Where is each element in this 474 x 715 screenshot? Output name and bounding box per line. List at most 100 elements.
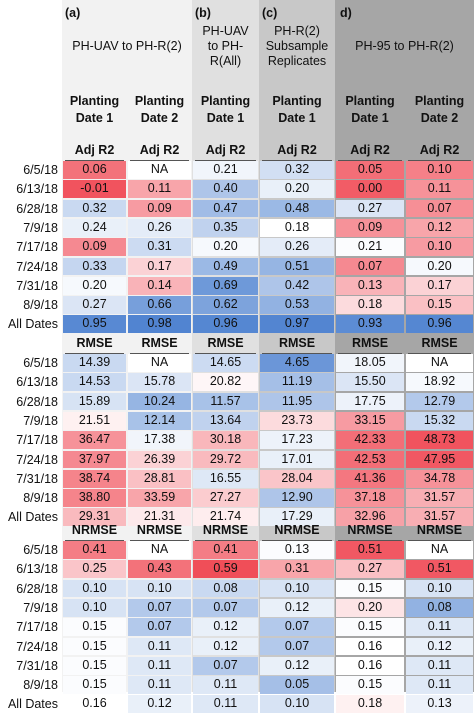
heatmap-cell: 0.51	[336, 541, 404, 559]
row-label: 6/13/18	[16, 182, 58, 197]
heatmap-cell: 0.40	[193, 180, 258, 199]
heatmap-cell: 38.80	[63, 489, 126, 507]
row-label: 6/13/18	[16, 562, 58, 577]
metric-header-underline	[408, 540, 471, 541]
heatmap-cell: NA	[128, 541, 191, 559]
metric-header: RMSE	[278, 336, 316, 350]
metric-header: RMSE	[421, 336, 458, 350]
column-header-5: Planting Date 1	[335, 93, 405, 127]
heatmap-cell: 0.53	[260, 296, 334, 314]
heatmap-cell: 0.12	[193, 618, 258, 636]
heatmap-cell: 32.96	[336, 508, 404, 527]
heatmap-cell: 0.08	[193, 579, 258, 598]
heatmap-cell: 15.89	[63, 392, 126, 411]
heatmap-cell: 0.11	[406, 656, 473, 675]
heatmap-cell: 0.08	[406, 598, 473, 617]
heatmap-cell: 0.09	[336, 218, 404, 237]
heatmap-cell: 0.10	[63, 598, 126, 617]
heatmap-cell: 0.11	[128, 656, 191, 675]
panel-c-title-line-2: Subsample	[265, 39, 329, 53]
heatmap-cell: 0.31	[128, 238, 191, 256]
heatmap-cell: 0.93	[336, 315, 404, 334]
metric-header: RMSE	[351, 336, 389, 350]
heatmap-cell: 14.65	[193, 354, 258, 372]
heatmap-cell: 0.07	[128, 618, 191, 636]
row-label: 7/24/18	[16, 639, 58, 654]
heatmap-cell: 0.32	[63, 199, 126, 218]
metric-header-underline	[130, 353, 189, 354]
heatmap-cell: 0.16	[336, 637, 404, 656]
heatmap-cell: 0.42	[260, 276, 334, 295]
column-header-6-line-2: Date 2	[420, 111, 459, 125]
column-header-6-line-1: Planting	[414, 94, 465, 108]
metric-header: RMSE	[207, 336, 244, 350]
metric-header: Adj R2	[277, 143, 317, 157]
heatmap-cell: 0.69	[193, 276, 258, 295]
heatmap-cell: 0.15	[63, 618, 126, 636]
metric-header-underline	[262, 540, 332, 541]
column-header-4-line-1: Planting	[272, 94, 322, 108]
heatmap-cell: 0.05	[260, 676, 334, 694]
heatmap-cell: 34.78	[406, 469, 473, 488]
heatmap-cell: NA	[406, 541, 473, 559]
heatmap-cell: 0.11	[128, 180, 191, 199]
column-header-3: Planting Date 1	[192, 93, 259, 127]
heatmap-cell: 0.11	[406, 180, 473, 199]
column-header-4: Planting Date 1	[259, 93, 335, 127]
heatmap-cell: 0.10	[406, 238, 473, 256]
row-label: 7/9/18	[23, 600, 58, 615]
heatmap-cell: 0.96	[406, 315, 473, 334]
heatmap-cell: 11.57	[193, 392, 258, 411]
column-header-1-line-2: Date 1	[75, 111, 114, 125]
metric-header: RMSE	[76, 336, 113, 350]
heatmap-cell: 4.65	[260, 354, 334, 372]
heatmap-cell: 0.97	[260, 315, 334, 334]
metric-header-underline	[130, 160, 189, 161]
row-label: 6/5/18	[23, 356, 58, 370]
heatmap-cell: 0.00	[336, 180, 404, 199]
heatmap-cell: NA	[406, 354, 473, 372]
heatmap-cell: 0.20	[406, 257, 473, 276]
metric-header: Adj R2	[350, 143, 390, 157]
heatmap-cell: 28.04	[260, 469, 334, 488]
heatmap-cell: 0.07	[128, 598, 191, 617]
row-label: All Dates	[7, 697, 58, 712]
heatmap-cell: 36.47	[63, 431, 126, 449]
heatmap-cell: 0.10	[128, 579, 191, 598]
heatmap-cell: 18.92	[406, 373, 473, 392]
row-label: All Dates	[7, 510, 58, 525]
heatmap-cell: 0.07	[336, 257, 404, 276]
heatmap-cell: 0.35	[193, 218, 258, 237]
heatmap-cell: 0.17	[128, 257, 191, 276]
heatmap-cell: 0.12	[406, 637, 473, 656]
heatmap-cell: 29.72	[193, 450, 258, 469]
heatmap-cell: 0.20	[336, 598, 404, 617]
heatmap-cell: 0.09	[63, 238, 126, 256]
heatmap-cell: 12.79	[406, 392, 473, 411]
heatmap-cell: 37.18	[336, 489, 404, 507]
heatmap-cell: 23.73	[260, 411, 334, 430]
heatmap-cell: 0.18	[260, 218, 334, 237]
heatmap-cell: 33.15	[336, 411, 404, 430]
metric-header: Adj R2	[139, 143, 180, 157]
column-header-5-line-1: Planting	[345, 94, 395, 108]
heatmap-cell: 21.31	[128, 508, 191, 527]
heatmap-cell: 12.90	[260, 489, 334, 507]
heatmap-cell: 27.27	[193, 489, 258, 507]
heatmap-cell: 0.27	[63, 296, 126, 314]
heatmap-cell: 0.20	[260, 180, 334, 199]
heatmap-cell: 0.95	[63, 315, 126, 334]
metric-header: NRMSE	[416, 523, 463, 537]
heatmap-cell: 0.27	[336, 199, 404, 218]
row-label: 6/28/18	[16, 581, 58, 596]
heatmap-cell: 16.55	[193, 469, 258, 488]
heatmap-cell: 42.53	[336, 450, 404, 469]
row-label: 7/17/18	[16, 433, 58, 448]
heatmap-cell: 14.53	[63, 373, 126, 392]
heatmap-cell: 12.14	[128, 411, 191, 430]
metric-header-underline	[65, 540, 124, 541]
heatmap-cell: NA	[128, 161, 191, 179]
heatmap-cell: 0.62	[193, 296, 258, 314]
heatmap-cell: 0.12	[260, 598, 334, 617]
heatmap-cell: 0.05	[336, 161, 404, 179]
